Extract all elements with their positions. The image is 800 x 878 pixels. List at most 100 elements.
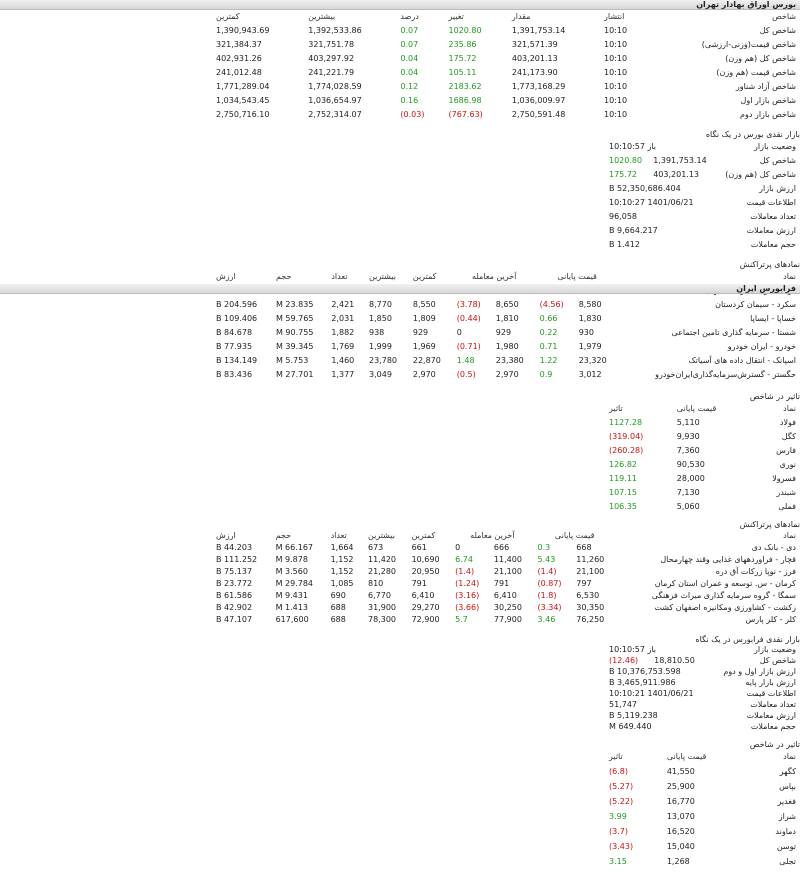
cell: 1,152 [330, 566, 354, 576]
cell: 3,049 [369, 369, 392, 379]
cell: فرز - نوپا زرکات آق دره [715, 566, 796, 576]
cell: سکرد - سیمان کردستان [715, 299, 796, 309]
cell: 402,931.26 [216, 53, 262, 63]
data-table: وضعیت بازار باز 10:10:57 شاخص کل 18,810.50 (… [605, 644, 800, 732]
cell: باز 10:10:57 [609, 141, 657, 151]
column-header: قیمت پایانی [557, 271, 597, 281]
cell: 6,410 [411, 590, 435, 600]
table-row: شاخص کل 1,391,753.14 1020.80 [605, 153, 800, 167]
cell: شاخص آزاد شناور [735, 81, 796, 91]
table-row: کگهر 41,550 (6.8) [605, 764, 800, 779]
cell: 126.82 [609, 459, 637, 469]
cell: 77,900 [493, 614, 522, 624]
cell: 1,773,168.29 [511, 81, 566, 91]
cell: 0.16 [400, 95, 419, 105]
column-header: انتشار [604, 11, 625, 21]
table-row: شراز 13,070 3.99 [605, 809, 800, 824]
cell: 321,571.39 [511, 39, 558, 49]
cell: 39.345 M [275, 341, 314, 351]
cell: 11,420 [368, 554, 396, 564]
table-row: شاخص کل 18,810.50 (12.46) [605, 655, 800, 666]
cell: سمگا - گروه سرمایه گذاری میراث فرهنگی [651, 590, 796, 600]
cell: 107.15 [609, 487, 637, 497]
cell: 929 [495, 327, 512, 337]
cell: 3.99 [609, 812, 627, 821]
cell: 1,809 [412, 313, 436, 323]
cell: 690 [330, 590, 346, 600]
cell: کلر - کلر پارس [745, 614, 796, 624]
cell: 11,400 [493, 554, 522, 564]
cell: 3,465,911.986 B [609, 678, 676, 687]
column-header: تعداد [331, 271, 348, 281]
cell: کگل [781, 431, 796, 441]
cell: اطلاعات قیمت [746, 689, 796, 698]
cell: 1,830 [578, 313, 602, 323]
cell: 27.701 M [275, 369, 314, 379]
cell: (12.46) [609, 656, 639, 665]
cell: 66.167 M [275, 542, 314, 552]
cell: شاخص کل [759, 656, 796, 665]
cell: 134.149 B [216, 355, 258, 365]
cell: 1,774,028.59 [308, 81, 362, 91]
cell: شبندر [776, 487, 796, 497]
cell: وضعیت بازار [754, 645, 796, 654]
cell: ارزش معاملات [746, 711, 796, 720]
header-row: نماد قیمت پایانی تاثیر [605, 749, 800, 764]
panel: بازار نقدی بورس در یک نگاه وضعیت بازار باز… [605, 130, 800, 260]
column-header: نماد [783, 403, 796, 413]
column-header: تغییر [448, 11, 464, 21]
cell: 204.596 B [216, 299, 258, 309]
cell: (0.44) [456, 313, 481, 323]
cell: 9.878 M [275, 554, 308, 564]
cell: 21,100 [493, 566, 522, 576]
cell: 77.935 B [216, 341, 253, 351]
cell: 1127.28 [609, 417, 643, 427]
cell: دماوند [775, 827, 796, 836]
cell: 10:10 [604, 109, 628, 119]
column-header: بیشترین [368, 530, 395, 540]
panel-header: بازار نقدی فرابورس در یک نگاه [695, 635, 800, 644]
cell: 9,664.217 B [609, 225, 658, 235]
table-row: فسرولا 28,000 119.11 [605, 471, 800, 485]
cell: 175.72 [448, 53, 477, 63]
cell: 930 [578, 327, 594, 337]
cell: 11,260 [576, 554, 605, 564]
cell: 1,392,533.86 [308, 25, 362, 35]
cell: 0.66 [539, 313, 558, 323]
cell: باز 10:10:57 [609, 645, 657, 654]
cell: 791 [493, 578, 510, 588]
table-row: کگل 9,930 (319.04) [605, 429, 800, 443]
cell: ارزش بازار [759, 183, 796, 193]
cell: 30,350 [576, 602, 605, 612]
cell: 1,979 [578, 341, 602, 351]
cell: شاخص قیمت(وزنی-ارزشی) [701, 39, 796, 49]
cell: خودرو - ایران خودرو [727, 341, 796, 351]
cell: 10:10 [604, 25, 628, 35]
cell: 5,110 [676, 417, 700, 427]
panel-header: بازار نقدی بورس در یک نگاه [705, 130, 800, 139]
table-row: شستا - سرمایه گذاری تامین اجتماعی 930 0.22… [212, 325, 800, 339]
panel-header: تاثیر در شاخص [749, 392, 800, 401]
table-row: شاخص قیمت (هم وزن) 10:10 241,173.90 105.11 0… [212, 65, 800, 79]
column-header: آخرین معامله [470, 530, 515, 540]
cell: 3,012 [578, 369, 602, 379]
cell: اسپانک - انتقال داده های آسیاتک [688, 355, 796, 365]
data-table: نماد قیمت پایانی تاثیر فولاد 5,110 1127.28 کگل… [605, 401, 800, 513]
cell: 3.46 [537, 614, 556, 624]
table-row: تجلی 1,268 3.15 [605, 854, 800, 869]
cell: 1020.80 [448, 25, 482, 35]
cell: 1,810 [495, 313, 519, 323]
cell: 21,280 [368, 566, 396, 576]
table-row: بپاس 25,900 (5.27) [605, 779, 800, 794]
panel-header: نمادهای پرتراکنش [739, 520, 800, 529]
cell: 105.11 [448, 67, 477, 77]
table-row: خساپا - ایساپا 1,830 0.66 1,810 (0.44) 1,809 1… [212, 311, 800, 325]
table-row: سمگا - گروه سرمایه گذاری میراث فرهنگی 6,5… [212, 589, 800, 601]
table-row: وضعیت بازار باز 10:10:57 [605, 644, 800, 655]
cell: تعداد معاملات [750, 700, 796, 709]
cell: 0.07 [400, 25, 419, 35]
cell: (5.27) [609, 782, 634, 791]
cell: فملی [778, 501, 796, 511]
cell: فغدیر [777, 797, 796, 806]
